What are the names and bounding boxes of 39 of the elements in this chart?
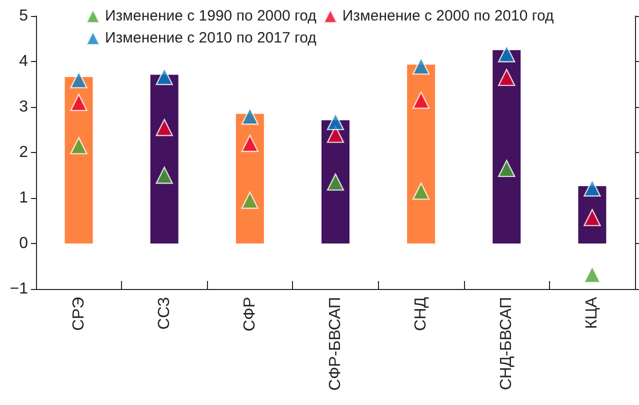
point bbox=[412, 92, 430, 109]
y-tick-label: 4 bbox=[19, 53, 28, 70]
point bbox=[241, 108, 259, 125]
x-tick-label: СНД bbox=[412, 296, 430, 331]
point bbox=[156, 68, 173, 86]
bar bbox=[407, 64, 436, 244]
point bbox=[584, 266, 601, 284]
point bbox=[412, 57, 430, 75]
point bbox=[326, 112, 344, 130]
bar bbox=[492, 50, 521, 244]
point bbox=[498, 160, 516, 178]
point bbox=[156, 166, 173, 184]
point bbox=[241, 192, 259, 209]
x-tick-label: КЦА bbox=[584, 296, 601, 329]
legend-label: Изменение с 2010 по 2017 год bbox=[105, 30, 317, 46]
x-tick-label: СФР bbox=[241, 297, 258, 332]
y-tick-label: 5 bbox=[19, 8, 28, 24]
x-tick-label: СФР-БВСАП bbox=[327, 297, 344, 391]
x-tick-label: СРЭ bbox=[70, 297, 88, 331]
y-tick-label: 3 bbox=[19, 98, 28, 116]
y-tick-label: 1 bbox=[19, 190, 28, 206]
point bbox=[412, 182, 430, 200]
point bbox=[326, 173, 344, 191]
x-tick-label: ССЗ bbox=[156, 297, 173, 330]
x-tick-label: СНД-БВСАП bbox=[498, 297, 516, 390]
point bbox=[584, 179, 601, 197]
point bbox=[498, 68, 516, 86]
y-tick-label: 2 bbox=[19, 144, 28, 161]
legend-label: Изменение с 2000 по 2010 год bbox=[342, 8, 554, 24]
point bbox=[241, 134, 259, 152]
bar bbox=[150, 74, 178, 244]
point bbox=[156, 118, 173, 136]
point bbox=[498, 45, 516, 62]
point bbox=[70, 71, 88, 88]
y-tick-label: 0 bbox=[19, 235, 28, 252]
y-tick-label: −1 bbox=[10, 280, 28, 298]
point bbox=[70, 94, 88, 112]
legend-label: Изменение с 1990 по 2000 год bbox=[105, 8, 317, 24]
point bbox=[70, 137, 88, 154]
